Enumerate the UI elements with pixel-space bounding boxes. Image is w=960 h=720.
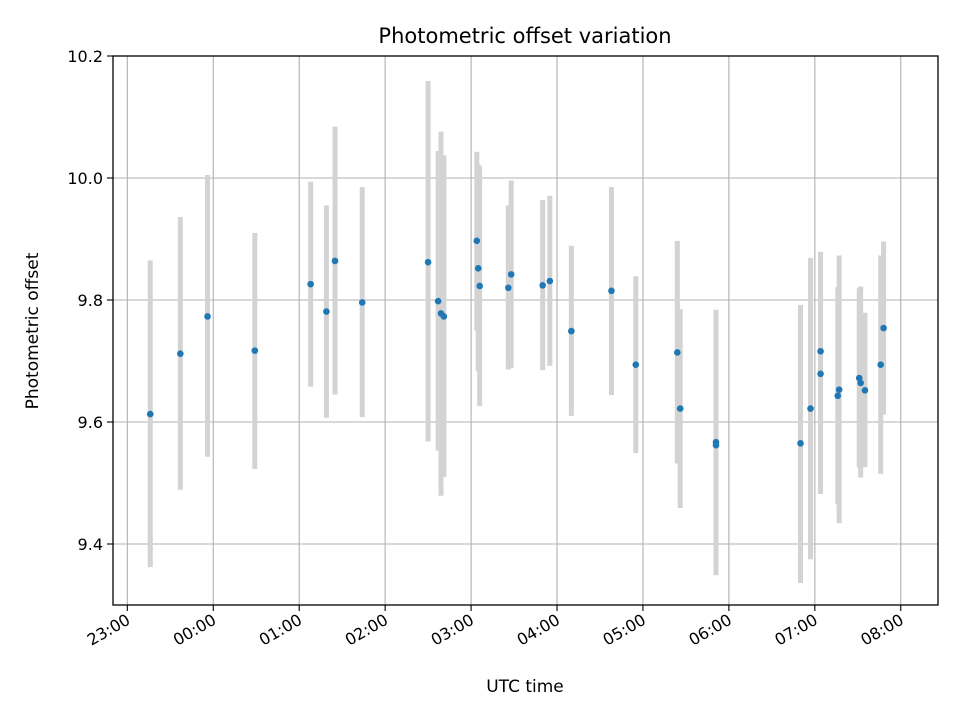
x-tick-label: 00:00 [170, 610, 219, 650]
x-ticks: 23:00 00:00 01:00 02:00 03:00 04:00 05:00 06:00… [84, 605, 907, 650]
x-tick-label: 01:00 [256, 610, 305, 650]
data-point [323, 308, 330, 315]
data-point [674, 349, 681, 356]
data-point [204, 313, 211, 320]
data-point [434, 297, 442, 305]
data-point [835, 386, 843, 393]
data-point [331, 257, 339, 265]
data-point [146, 410, 154, 418]
data-point [568, 327, 575, 335]
data-point [505, 284, 512, 292]
y-tick-label: 9.8 [78, 291, 103, 310]
data-point [251, 347, 259, 354]
data-point [817, 370, 824, 378]
data-point [476, 282, 483, 290]
chart-title: Photometric offset variation [378, 24, 671, 48]
data-point [712, 441, 720, 449]
error-bars [147, 81, 887, 584]
y-tick-label: 10.2 [67, 47, 103, 66]
grid-lines [113, 55, 938, 605]
x-tick-label: 08:00 [857, 610, 906, 650]
data-point [877, 361, 885, 368]
data-point [546, 277, 554, 285]
y-axis-label: Photometric offset [23, 252, 43, 409]
data-point [424, 258, 432, 266]
x-tick-label: 06:00 [685, 610, 734, 650]
data-point [474, 264, 482, 272]
data-point [608, 287, 615, 295]
data-point [507, 271, 515, 278]
x-axis-label: UTC time [486, 677, 564, 697]
x-tick-label: 23:00 [84, 610, 133, 650]
data-point [440, 313, 448, 320]
x-tick-label: 02:00 [342, 610, 391, 650]
y-tick-label: 10.0 [67, 169, 103, 188]
y-tick-label: 9.4 [78, 535, 103, 554]
data-point [632, 361, 640, 368]
data-point [177, 350, 184, 357]
y-tick-label: 9.6 [78, 413, 103, 432]
data-point [807, 405, 814, 412]
data-point [473, 237, 481, 245]
data-point [539, 282, 546, 289]
data-point [817, 347, 824, 355]
x-tick-label: 05:00 [600, 610, 649, 650]
data-point [857, 379, 864, 387]
data-points [146, 237, 887, 449]
plot-frame [112, 55, 939, 606]
data-point [797, 440, 804, 447]
data-point [358, 299, 366, 306]
data-point [880, 324, 887, 332]
data-point [307, 280, 314, 288]
x-tick-label: 07:00 [771, 610, 820, 650]
data-point [676, 405, 684, 412]
data-point [861, 386, 869, 394]
y-ticks: 9.4 9.6 9.8 10.0 10.2 [67, 47, 113, 554]
x-tick-label: 04:00 [514, 610, 563, 650]
data-point [834, 392, 842, 400]
x-tick-label: 03:00 [428, 610, 477, 650]
